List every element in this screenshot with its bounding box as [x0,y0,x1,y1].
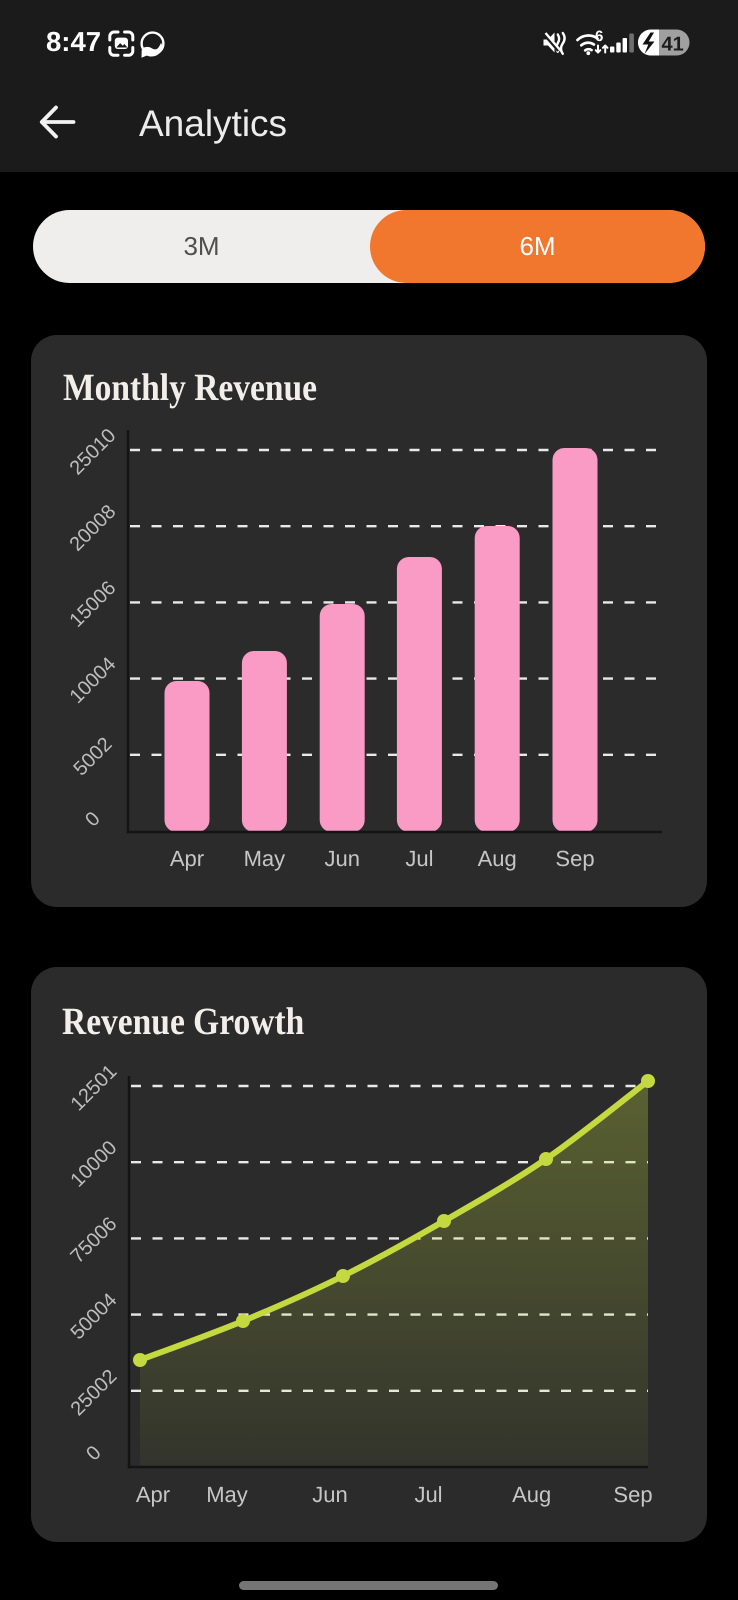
svg-text:20008: 20008 [66,501,121,556]
svg-text:0: 0 [82,1442,105,1465]
svg-text:41: 41 [662,34,684,56]
svg-text:Apr: Apr [136,1482,170,1507]
svg-text:75006: 75006 [67,1213,122,1268]
svg-text:15006: 15006 [66,577,121,632]
svg-text:Sep: Sep [613,1482,652,1507]
svg-text:Jun: Jun [312,1482,347,1507]
svg-text:Apr: Apr [170,846,204,871]
svg-text:Jul: Jul [405,846,433,871]
svg-text:50004: 50004 [67,1289,122,1344]
svg-text:Aug: Aug [512,1482,551,1507]
svg-text:10000: 10000 [67,1137,122,1192]
svg-text:25002: 25002 [67,1365,122,1420]
svg-text:5002: 5002 [69,733,116,780]
svg-text:May: May [206,1482,248,1507]
svg-text:6: 6 [595,28,603,45]
svg-text:25010: 25010 [66,425,121,480]
svg-text:Sep: Sep [555,846,594,871]
svg-text:Aug: Aug [478,846,517,871]
svg-text:0: 0 [81,808,104,831]
svg-text:Jun: Jun [324,846,359,871]
svg-text:Jul: Jul [414,1482,442,1507]
svg-text:12501: 12501 [67,1061,122,1116]
svg-text:May: May [244,846,286,871]
svg-text:10004: 10004 [66,653,121,708]
